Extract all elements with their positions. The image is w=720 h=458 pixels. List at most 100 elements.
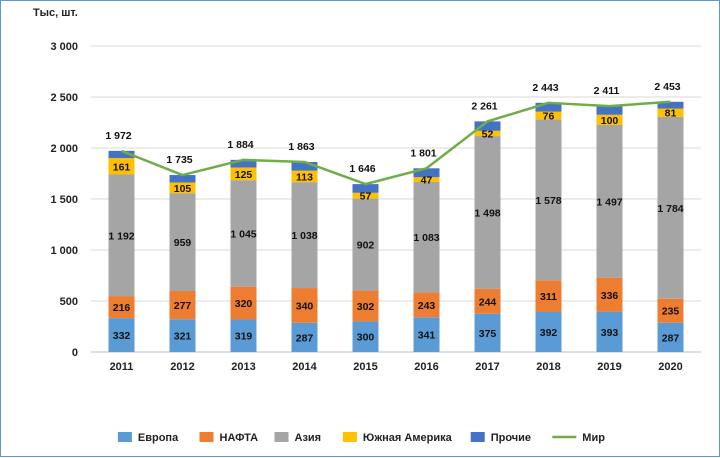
world-total-label: 1 884	[227, 139, 253, 151]
world-total-label: 1 646	[349, 163, 375, 175]
y-tick-label: 0	[72, 347, 78, 359]
legend-swatch	[342, 432, 357, 442]
bar-segment	[352, 321, 379, 352]
y-axis-unit-label: Тыс, шт.	[33, 7, 78, 19]
data-label: 340	[296, 300, 314, 312]
bar-segment	[230, 319, 257, 352]
legend-swatch	[117, 432, 132, 442]
bar-segment	[535, 312, 562, 352]
bar-segment	[230, 167, 257, 181]
data-label: 393	[601, 327, 619, 339]
bar-segment	[108, 158, 135, 175]
bar-segment	[169, 291, 196, 320]
bar-segment	[474, 121, 501, 131]
data-label: 321	[174, 331, 192, 343]
data-label: 244	[479, 296, 497, 308]
bar-segment	[352, 198, 379, 291]
data-label: 277	[174, 300, 192, 312]
bar-segment	[596, 124, 623, 278]
x-tick-label: 2017	[475, 361, 499, 373]
bar-segment	[596, 106, 623, 115]
data-label: 332	[113, 330, 131, 342]
legend-swatch	[274, 432, 289, 442]
y-tick-label: 500	[60, 296, 78, 308]
bar-segment	[230, 286, 257, 320]
data-label: 235	[662, 306, 680, 318]
bar-segment	[596, 114, 623, 125]
data-label: 392	[540, 327, 558, 339]
bar-segment	[352, 192, 379, 199]
data-label: 52	[482, 128, 494, 140]
bar-segment	[535, 111, 562, 120]
legend-item: НАФТА	[199, 432, 258, 444]
legend-label: Европа	[138, 432, 179, 444]
bar-segment	[657, 298, 684, 323]
data-label: 47	[421, 175, 433, 187]
data-label: 1 498	[474, 207, 500, 219]
world-total-label: 2 443	[532, 82, 558, 94]
bar-segment	[108, 150, 135, 159]
bar-segment	[596, 277, 623, 312]
data-label: 311	[540, 291, 557, 303]
world-total-label: 1 863	[288, 141, 314, 153]
bar-segment	[535, 102, 562, 112]
legend-item: Прочие	[470, 432, 531, 444]
bar-segment	[230, 180, 257, 287]
data-label: 1 038	[291, 230, 317, 242]
legend-item: Европа	[117, 432, 179, 444]
bar-segment	[474, 288, 501, 314]
total-labels: 1 972 1 735 1 884 1 863 1 646 1 801 2 261 2 443…	[105, 81, 680, 175]
x-tick-label: 2019	[597, 361, 621, 373]
data-label: 100	[601, 115, 619, 127]
legend-swatch	[199, 432, 214, 442]
bar-segment	[108, 318, 135, 352]
world-total-label: 2 453	[654, 81, 680, 93]
world-total-label: 1 735	[166, 154, 192, 166]
bar-segment	[596, 311, 623, 352]
legend-label: Прочие	[491, 432, 531, 444]
data-label: 1 497	[596, 196, 622, 208]
data-label: 336	[601, 290, 619, 302]
data-label: 959	[174, 237, 192, 249]
data-label: 1 578	[535, 195, 561, 207]
legend-item: Южная Америка	[342, 432, 453, 444]
data-label: 113	[296, 171, 313, 183]
legend: Европа НАФТА Азия Южная Америка Прочие Мир	[117, 432, 605, 444]
data-label: 105	[174, 183, 192, 195]
bar-segment	[169, 175, 196, 183]
bar-segment	[535, 280, 562, 313]
data-label: 1 083	[413, 232, 439, 244]
world-series-line	[121, 100, 671, 186]
bar-segment	[169, 182, 196, 194]
data-label: 320	[235, 298, 253, 310]
bar-segment	[291, 322, 318, 352]
bars	[108, 101, 684, 352]
bar-segment	[108, 296, 135, 319]
world-total-label: 2 411	[594, 85, 620, 97]
data-label: 57	[360, 191, 372, 203]
legend-item: Мир	[552, 432, 605, 444]
x-tick-label: 2011	[110, 361, 134, 373]
y-tick-label: 2 000	[50, 143, 78, 155]
data-label: 1 045	[230, 229, 256, 241]
world-total-label: 1 972	[105, 130, 131, 142]
data-label: 902	[357, 240, 375, 252]
y-tick-label: 1 000	[50, 245, 78, 257]
x-tick-label: 2013	[231, 361, 255, 373]
world-total-label: 2 261	[471, 100, 497, 112]
data-label: 81	[665, 108, 677, 120]
bar-segment	[474, 136, 501, 289]
legend-label: Мир	[582, 432, 605, 444]
data-label: 287	[296, 332, 314, 344]
data-label: 319	[235, 331, 253, 343]
bar-segment	[474, 130, 501, 137]
bar-segment	[291, 182, 318, 289]
bar-segment	[413, 177, 440, 182]
data-label: 375	[479, 328, 497, 340]
bar-segment	[657, 101, 684, 109]
bar-segment	[657, 322, 684, 352]
x-tick-label: 2020	[658, 361, 682, 373]
bar-segment	[291, 170, 318, 183]
legend-label: Азия	[295, 432, 322, 444]
